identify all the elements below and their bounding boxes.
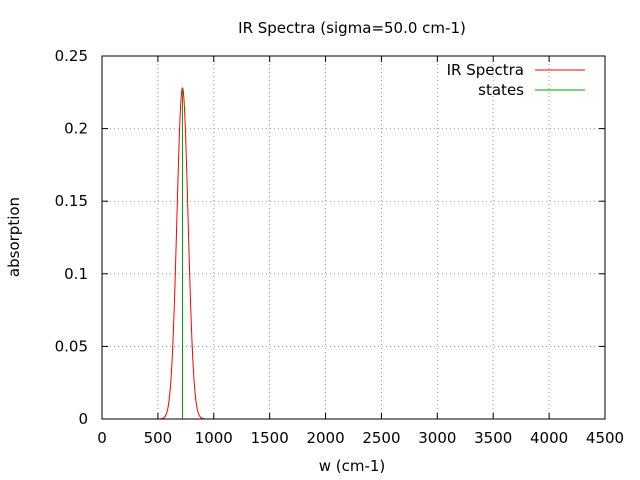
y-tick-label: 0.2 (64, 120, 88, 138)
y-tick-label: 0.25 (55, 47, 88, 65)
y-tick-label: 0.05 (55, 337, 88, 355)
x-tick-label: 0 (97, 429, 107, 447)
y-tick-label: 0.1 (64, 265, 88, 283)
series-layer (102, 87, 605, 420)
legend: IR Spectra states (447, 61, 585, 99)
y-axis-label: absorption (5, 197, 23, 277)
legend-label-ir-spectra: IR Spectra (447, 61, 524, 79)
ticks-layer: 0 500 1000 1500 2000 2500 3000 3500 4000 4500 0 0.0… (55, 47, 625, 447)
x-tick-label: 2500 (362, 429, 400, 447)
x-tick-label: 500 (144, 429, 173, 447)
y-tick-label: 0.15 (55, 192, 88, 210)
legend-label-states: states (478, 81, 524, 99)
x-tick-label: 4000 (530, 429, 568, 447)
x-tick-label: 1500 (251, 429, 289, 447)
series-ir-spectra-line (102, 87, 605, 420)
chart-title: IR Spectra (sigma=50.0 cm-1) (238, 19, 466, 37)
x-tick-label: 2000 (306, 429, 344, 447)
x-axis-label: w (cm-1) (319, 457, 386, 475)
x-tick-label: 3500 (474, 429, 512, 447)
x-tick-label: 4500 (586, 429, 624, 447)
x-tick-label: 1000 (195, 429, 233, 447)
grid-layer (102, 56, 605, 419)
y-tick-label: 0 (78, 410, 88, 428)
plot-frame (101, 55, 606, 420)
x-tick-label: 3000 (418, 429, 456, 447)
